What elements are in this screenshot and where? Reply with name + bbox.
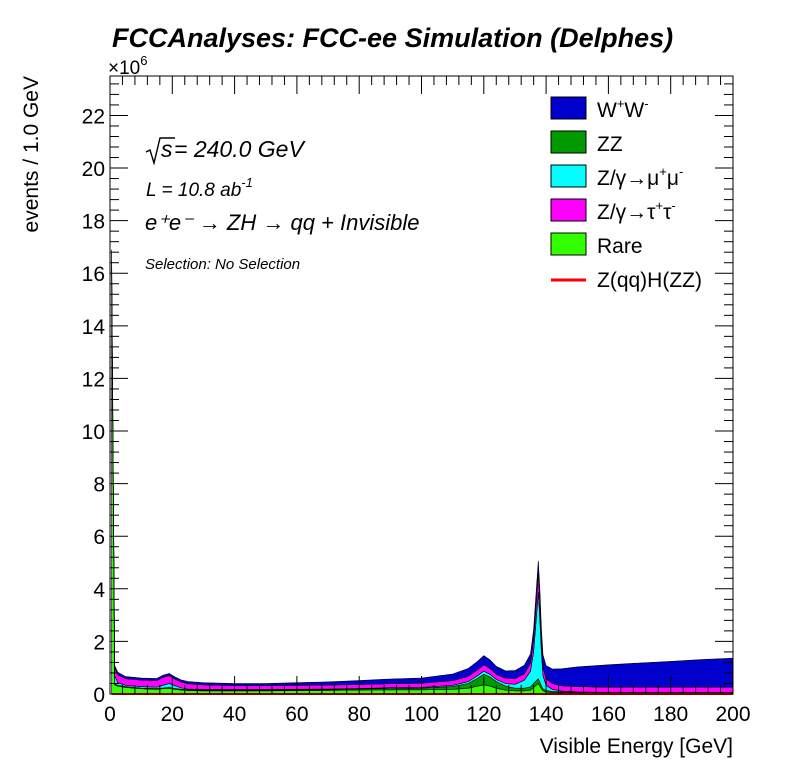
series-area-4 bbox=[111, 249, 734, 688]
x-tick-label: 140 bbox=[529, 703, 564, 726]
y-tick-label: 0 bbox=[93, 684, 105, 707]
x-tick-label: 160 bbox=[591, 703, 626, 726]
legend-swatch bbox=[550, 198, 587, 222]
x-tick-label: 180 bbox=[653, 703, 688, 726]
legend-label: ZZ bbox=[597, 133, 623, 156]
y-tick-label: 12 bbox=[82, 368, 105, 391]
series-area-0 bbox=[111, 267, 734, 695]
legend-swatch bbox=[550, 232, 587, 256]
series-area-3 bbox=[111, 253, 734, 693]
y-multiplier-exp: 6 bbox=[140, 53, 147, 68]
legend-swatch bbox=[550, 96, 587, 120]
annotation-process: e⁺e⁻ → ZH → qq + Invisible bbox=[145, 210, 420, 235]
y-tick-label: 18 bbox=[82, 211, 105, 234]
x-tick-label: 0 bbox=[104, 703, 116, 726]
y-tick-label: 22 bbox=[82, 105, 105, 128]
x-tick-label: 60 bbox=[285, 703, 308, 726]
sqrt-sign bbox=[145, 137, 175, 166]
x-axis-label: Visible Energy [GeV] bbox=[540, 735, 733, 758]
y-tick-label: 8 bbox=[93, 474, 105, 497]
y-tick-label: 16 bbox=[82, 263, 105, 286]
legend-entry: Z/γ→μ+μ- bbox=[550, 164, 683, 190]
legend-swatch bbox=[550, 130, 587, 154]
y-tick-label: 10 bbox=[82, 421, 105, 444]
legend-label: Z/γ→μ+μ- bbox=[597, 164, 683, 190]
legend-entry: Z(qq)H(ZZ) bbox=[551, 269, 702, 292]
x-tick-label: 100 bbox=[404, 703, 439, 726]
legend-swatch bbox=[550, 164, 587, 188]
y-tick-label: 6 bbox=[93, 526, 105, 549]
series-area-2 bbox=[111, 261, 734, 693]
y-tick-label: 20 bbox=[82, 158, 105, 181]
legend-label: Z/γ→τ+τ- bbox=[597, 198, 676, 224]
legend-entry: W+W- bbox=[550, 96, 649, 122]
legend: W+W- ZZ Z/γ→μ+μ- Z/γ→τ+τ- Rare Z(qq)H(ZZ) bbox=[550, 96, 702, 292]
legend-label: Z(qq)H(ZZ) bbox=[597, 269, 702, 292]
x-tick-label: 80 bbox=[348, 703, 371, 726]
y-tick-label: 2 bbox=[93, 631, 105, 654]
x-tick-label: 40 bbox=[223, 703, 246, 726]
legend-label: W+W- bbox=[597, 96, 649, 122]
annotation-lumi: L = 10.8 ab-1 bbox=[146, 175, 253, 201]
annotations: s = 240.0 GeV L = 10.8 ab-1 e⁺e⁻ → ZH → … bbox=[145, 136, 420, 273]
svg-text:×106: ×106 bbox=[108, 53, 147, 79]
legend-entry: ZZ bbox=[550, 130, 623, 156]
x-tick-label: 200 bbox=[715, 703, 750, 726]
legend-label: Rare bbox=[597, 235, 643, 258]
chart-title: FCCAnalyses: FCC-ee Simulation (Delphes) bbox=[112, 23, 673, 53]
x-axis: 0 20 40 60 80 100 120 140 160 180 200 bbox=[104, 76, 751, 726]
legend-entry: Rare bbox=[550, 232, 643, 258]
annotation-energy: = 240.0 GeV bbox=[174, 136, 306, 162]
y-multiplier: ×106 bbox=[108, 53, 147, 79]
y-axis: 0 2 4 6 8 10 12 14 16 18 20 22 bbox=[82, 83, 733, 707]
stacked-areas bbox=[111, 249, 734, 695]
y-axis-label: events / 1.0 GeV bbox=[20, 76, 43, 232]
x-tick-label: 20 bbox=[161, 703, 184, 726]
y-tick-label: 14 bbox=[82, 316, 106, 339]
annotation-sqrt-s: s bbox=[161, 136, 173, 162]
legend-entry: Z/γ→τ+τ- bbox=[550, 198, 676, 224]
annotation-selection: Selection: No Selection bbox=[145, 256, 300, 273]
y-tick-label: 4 bbox=[93, 579, 105, 602]
x-tick-label: 120 bbox=[466, 703, 501, 726]
series-area-1 bbox=[111, 266, 734, 694]
y-multiplier-base: ×10 bbox=[108, 58, 140, 79]
